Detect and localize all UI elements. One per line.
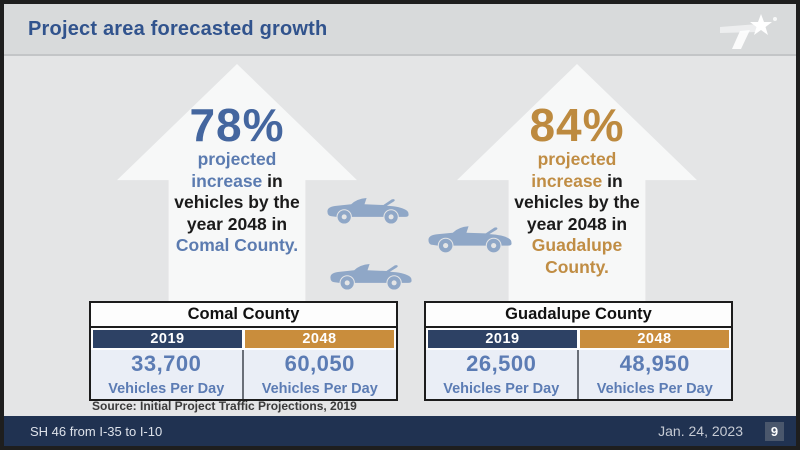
value-2048: 60,050 [284,351,355,376]
line-year: year 2048 in [526,213,628,234]
convertible-car-icon [329,256,413,293]
county-name-comal: Comal County. [175,235,299,255]
table-title: Guadalupe County [426,303,731,328]
star-swoosh-logo-icon [720,14,777,49]
line-vehicles: vehicles by the [174,192,300,212]
year-header-2048: 2048 [580,330,729,348]
slide-footer: SH 46 from I-35 to I-10 Jan. 24, 2023 9 [4,416,796,446]
source-note: Source: Initial Project Traffic Projecti… [92,399,357,413]
line-increase: increase in [531,170,623,191]
slide-header: Project area forecasted growth [4,4,796,56]
project-name: SH 46 from I-35 to I-10 [30,423,163,439]
value-2019: 33,700 [91,350,244,378]
line-projected: projected [537,149,617,169]
county-name-guadalupe: Guadalupe County. [531,235,623,277]
growth-text-comal: 78% projected increase in vehicles by th… [117,101,357,257]
slide-date: Jan. 24, 2023 [658,423,743,439]
table-title: Comal County [91,303,396,328]
year-header-2019: 2019 [93,330,242,348]
line-year: year 2048 in [186,213,288,234]
percent-guadalupe: 84% [529,99,625,151]
year-header-2019: 2019 [428,330,577,348]
table-year-row: 2019 2048 [91,328,396,350]
growth-text-guadalupe: 84% projected increase in vehicles by th… [457,101,697,278]
line-increase: increase in [191,170,283,191]
traffic-table-guadalupe: Guadalupe County 2019 2048 26,500 48,950… [424,301,733,401]
year-header-2048: 2048 [245,330,394,348]
value-2048: 48,950 [619,351,690,376]
unit-2019: Vehicles Per Day [91,378,244,399]
unit-2048: Vehicles Per Day [596,380,713,397]
table-value-row: 33,700 60,050 [91,350,396,378]
page-number-badge: 9 [765,421,784,441]
unit-2019: Vehicles Per Day [426,378,579,399]
convertible-car-icon [427,218,513,256]
table-unit-row: Vehicles Per Day Vehicles Per Day [426,378,731,399]
value-2019: 26,500 [426,350,579,378]
convertible-car-icon [326,190,410,227]
line-projected: projected [197,149,277,169]
table-year-row: 2019 2048 [426,328,731,350]
table-value-row: 26,500 48,950 [426,350,731,378]
table-unit-row: Vehicles Per Day Vehicles Per Day [91,378,396,399]
line-vehicles: vehicles by the [514,192,640,212]
page-title: Project area forecasted growth [28,17,328,40]
unit-2048: Vehicles Per Day [261,380,378,397]
traffic-table-comal: Comal County 2019 2048 33,700 60,050 Veh… [89,301,398,401]
percent-comal: 78% [189,99,285,151]
